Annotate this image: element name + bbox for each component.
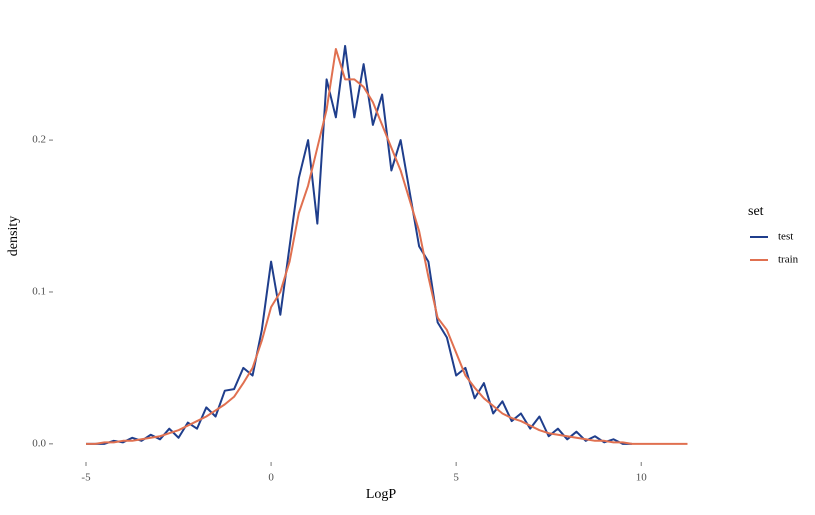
y-tick-label: 0.0 bbox=[32, 437, 46, 449]
x-tick-label: 5 bbox=[453, 472, 459, 484]
x-tick-label: -5 bbox=[81, 472, 91, 484]
x-tick-label: 10 bbox=[636, 472, 648, 484]
x-tick-label: 0 bbox=[268, 472, 274, 484]
legend-label: train bbox=[778, 254, 799, 266]
legend-title: set bbox=[748, 204, 764, 219]
line-series bbox=[86, 44, 632, 445]
line-series bbox=[86, 47, 688, 445]
y-axis-title: density bbox=[6, 216, 21, 256]
y-tick-label: 0.1 bbox=[32, 286, 46, 298]
legend-label: test bbox=[778, 231, 793, 243]
x-axis-title: LogP bbox=[366, 487, 397, 502]
y-tick-label: 0.2 bbox=[32, 134, 46, 146]
